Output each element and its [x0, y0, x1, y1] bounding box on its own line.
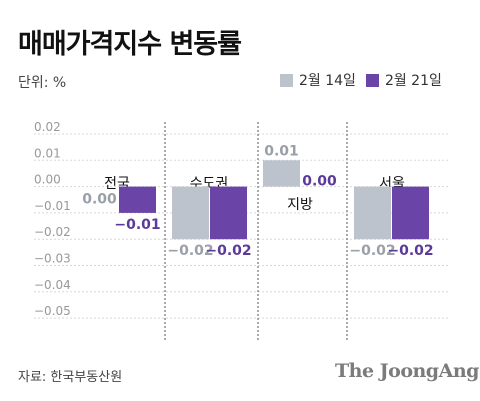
y-tick-label: −0.02 [34, 225, 71, 239]
legend: 2월 14일 2월 21일 [280, 70, 446, 90]
data-label: −0.02 [167, 243, 213, 259]
y-tick-label: 0.02 [34, 120, 61, 134]
legend-swatch-series-1 [280, 73, 293, 87]
category-label: 지방 [287, 197, 313, 213]
data-label: −0.02 [205, 243, 251, 259]
y-tick-label: 0.00 [34, 173, 61, 187]
y-tick-label: −0.05 [34, 304, 71, 318]
y-tick-label: −0.03 [34, 252, 71, 266]
y-tick-label: −0.01 [34, 199, 71, 213]
legend-item-series-1: 2월 14일 [280, 70, 356, 90]
legend-item-series-2: 2월 21일 [365, 70, 442, 90]
data-label: 0.00 [82, 192, 117, 208]
bar [210, 186, 247, 240]
data-label: 0.01 [264, 143, 299, 159]
y-tick-label: 0.01 [34, 146, 61, 160]
data-label: −0.02 [349, 243, 395, 259]
data-label: 0.00 [302, 174, 337, 190]
data-label: −0.02 [387, 243, 433, 259]
bar [172, 186, 209, 240]
data-label: −0.01 [114, 217, 160, 233]
legend-label-series-2: 2월 21일 [384, 73, 442, 89]
bar [119, 186, 156, 213]
legend-label-series-1: 2월 14일 [299, 73, 356, 89]
bar [392, 186, 429, 240]
bar [263, 160, 300, 187]
unit-label: 단위: % [18, 75, 67, 91]
source-note: 자료: 한국부동산원 [18, 370, 123, 385]
bar [354, 186, 391, 240]
brand-logo: The JoongAng [335, 360, 479, 382]
legend-swatch-series-2 [365, 73, 379, 87]
chart-title: 매매가격지수 변동률 [18, 29, 242, 60]
y-tick-label: −0.04 [34, 278, 71, 292]
